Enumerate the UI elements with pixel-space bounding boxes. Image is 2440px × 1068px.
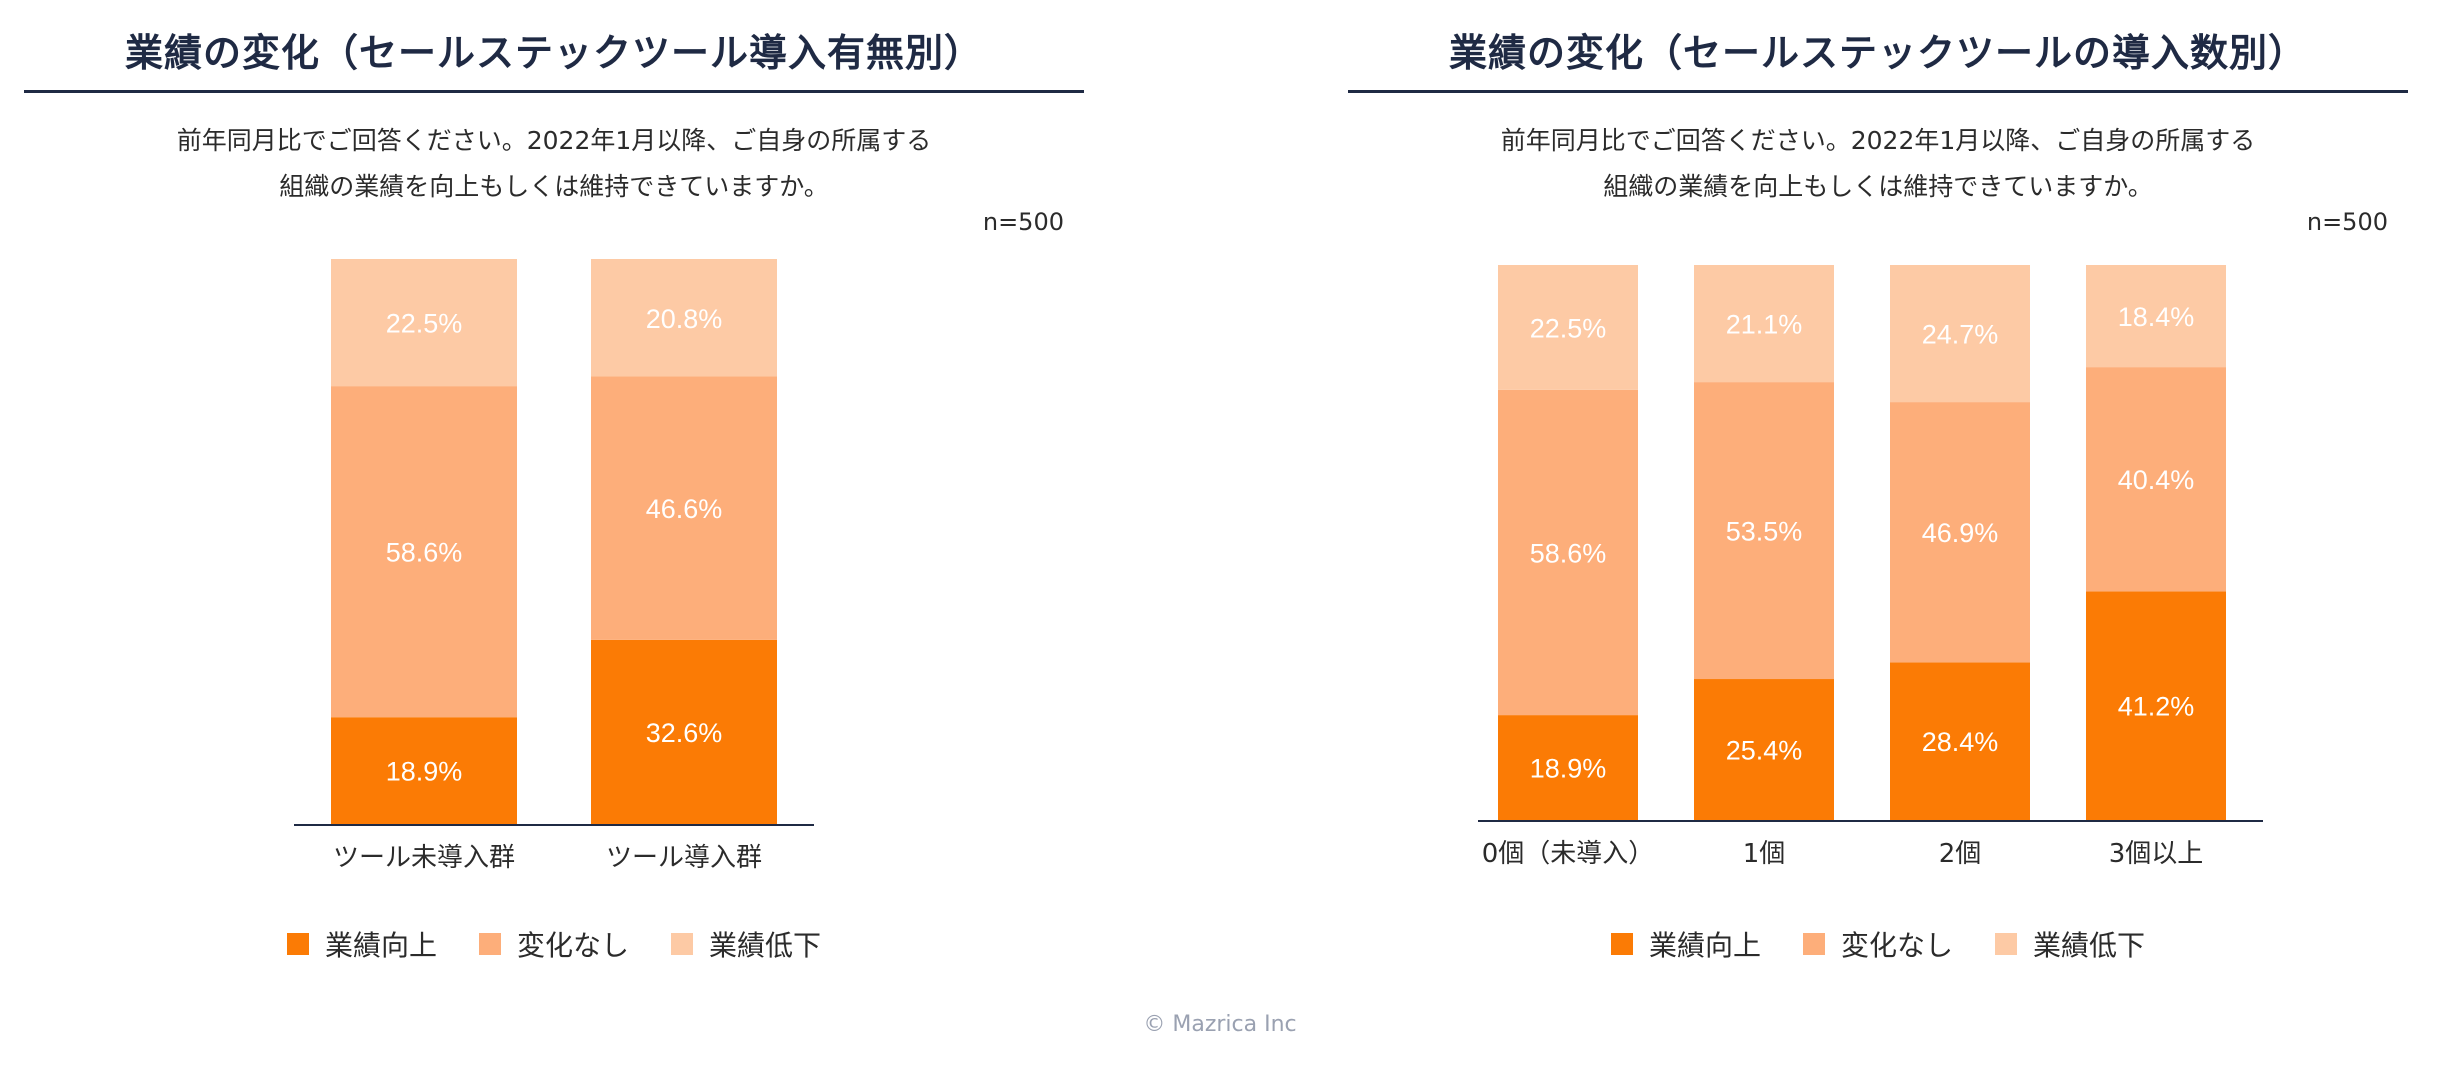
sample-size-label: n=500 — [982, 208, 1064, 236]
question-line-1: 前年同月比でご回答ください。2022年1月以降、ご自身の所属する — [176, 126, 932, 155]
data-label: 22.5% — [386, 309, 463, 339]
legend-label: 業績低下 — [709, 929, 822, 962]
legend-label: 変化なし — [1840, 929, 1953, 962]
bar-segment-up — [591, 639, 777, 824]
stacked-bar-chart: 18.9% 58.6% 22.5% ツール未導入群 32.6% 46.6% 20.8% ツール… — [294, 259, 814, 873]
data-label: 53.5% — [1726, 517, 1803, 547]
bar-segment-flat — [1498, 389, 1638, 716]
data-label: 18.4% — [2118, 302, 2195, 332]
bar-segment-down — [2086, 265, 2226, 368]
sample-size-label: n=500 — [2306, 208, 2388, 236]
bar-segment-flat — [331, 386, 517, 718]
legend-item-down: 業績低下 — [671, 924, 821, 964]
data-label: 22.5% — [1530, 313, 1607, 343]
bar-segment-down — [331, 259, 517, 387]
data-label: 20.8% — [646, 304, 723, 334]
panel-by-tool-count: 業績の変化（セールステックツールの導入数別） 前年同月比でご回答ください。202… — [1348, 0, 2408, 1000]
data-label: 25.4% — [1726, 736, 1803, 766]
chart-title: 業績の変化（セールステックツール導入有無別） — [124, 31, 983, 75]
bar-segment-flat — [1890, 402, 2030, 663]
legend-label: 業績向上 — [1648, 929, 1761, 962]
legend-swatch — [1802, 933, 1825, 955]
category-label: 0個（未導入） — [1482, 839, 1655, 869]
question-line-2: 組織の業績を向上もしくは維持できていますか。 — [1603, 172, 2153, 201]
category-label: 2個 — [1939, 839, 1982, 869]
bar-segment-up — [331, 717, 517, 824]
bar-segment-down — [1890, 265, 2030, 403]
category-label: 3個以上 — [2109, 839, 2204, 869]
legend-label: 業績低下 — [2033, 929, 2146, 962]
chart-title: 業績の変化（セールステックツールの導入数別） — [1448, 31, 2307, 75]
legend-item-down: 業績低下 — [1995, 924, 2145, 964]
category-label: ツール導入群 — [606, 843, 762, 873]
data-label: 58.6% — [386, 538, 463, 568]
bar-segment-flat — [1694, 382, 1834, 680]
legend-swatch — [478, 933, 501, 955]
bar-segment-down — [591, 259, 777, 377]
panel-by-adoption: 業績の変化（セールステックツール導入有無別） 前年同月比でご回答ください。202… — [24, 0, 1084, 1000]
chart-legend: 業績向上 変化なし 業績低下 — [1348, 924, 2408, 964]
question-text: 前年同月比でご回答ください。2022年1月以降、ご自身の所属する 組織の業績を向… — [24, 118, 1084, 210]
question-line-1: 前年同月比でご回答ください。2022年1月以降、ご自身の所属する — [1500, 126, 2256, 155]
legend-item-flat: 変化なし — [478, 924, 629, 964]
category-label: ツール未導入群 — [333, 843, 515, 873]
data-label: 28.4% — [1922, 727, 1999, 757]
question-text: 前年同月比でご回答ください。2022年1月以降、ご自身の所属する 組織の業績を向… — [1348, 118, 2408, 210]
bar-segment-flat — [591, 376, 777, 640]
legend-item-up: 業績向上 — [1610, 924, 1761, 964]
data-label: 46.9% — [1922, 518, 1999, 548]
legend-label: 変化なし — [516, 929, 629, 962]
legend-swatch — [671, 933, 693, 955]
data-label: 41.2% — [2118, 692, 2195, 722]
bar-segment-up — [1498, 715, 1638, 820]
question-line-2: 組織の業績を向上もしくは維持できていますか。 — [279, 172, 829, 201]
data-label: 46.6% — [646, 494, 723, 524]
category-label: 1個 — [1743, 839, 1786, 869]
chart-legend: 業績向上 変化なし 業績低下 — [24, 924, 1084, 964]
stacked-bar-chart: 18.9% 58.6% 22.5% 0個（未導入） 25.4% 53.5% 21.1% 1個 2… — [1478, 265, 2263, 869]
data-label: 18.9% — [1530, 754, 1607, 784]
title-rule — [1348, 90, 2408, 93]
bar-segment-down — [1694, 265, 1834, 383]
title-rule — [24, 90, 1084, 93]
legend-swatch — [1610, 933, 1633, 955]
copyright: © Mazrica Inc — [1143, 1012, 1297, 1037]
bar-segment-up — [2086, 591, 2226, 820]
bar-segment-down — [1498, 265, 1638, 390]
data-label: 40.4% — [2118, 465, 2195, 495]
data-label: 32.6% — [646, 718, 723, 748]
legend-label: 業績向上 — [324, 929, 437, 962]
legend-swatch — [286, 933, 309, 955]
bar-segment-flat — [2086, 367, 2226, 592]
legend-item-flat: 変化なし — [1802, 924, 1953, 964]
data-label: 58.6% — [1530, 538, 1607, 568]
legend-item-up: 業績向上 — [286, 924, 437, 964]
bar-segment-up — [1694, 679, 1834, 820]
data-label: 24.7% — [1922, 320, 1999, 350]
data-label: 21.1% — [1726, 310, 1803, 340]
data-label: 18.9% — [386, 757, 463, 787]
legend-swatch — [1995, 933, 2017, 955]
bar-segment-up — [1890, 662, 2030, 820]
